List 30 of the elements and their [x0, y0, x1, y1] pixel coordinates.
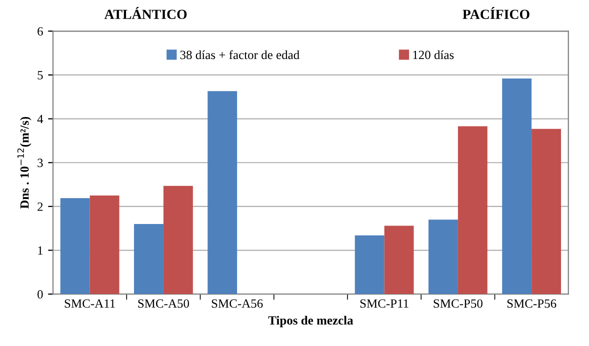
x-tick-label: SMC-P56	[507, 299, 556, 308]
y-tick-label: 5	[38, 71, 43, 80]
bar	[60, 198, 90, 294]
bar	[354, 235, 384, 294]
bar	[90, 195, 120, 294]
bar	[163, 186, 193, 294]
text: PACÍFICO	[462, 7, 530, 20]
legend-label: 120 días	[413, 50, 454, 60]
x-tick-label: SMC-P11	[360, 299, 408, 308]
bar	[208, 91, 238, 294]
y-tick-label: 2	[38, 202, 43, 211]
x-tick-label: SMC-A11	[64, 299, 115, 308]
bar	[458, 126, 488, 294]
y-axis-title: Dns . 10$^{−12}$(m²/s)	[17, 116, 32, 209]
y-tick-label: 6	[38, 27, 43, 36]
y-tick-label: 3	[38, 158, 43, 168]
legend-label: 38 días + factor de edad	[180, 50, 300, 60]
bar	[134, 224, 164, 294]
text: ATLÁNTICO	[104, 7, 187, 20]
bar	[428, 220, 458, 294]
y-tick-label: 1	[38, 246, 43, 255]
x-axis-title: Tipos de mezcla	[268, 316, 354, 328]
x-tick-label: SMC-A50	[138, 299, 190, 308]
y-tick-label: 4	[37, 114, 44, 124]
y-tick-label: 0	[38, 290, 43, 299]
x-tick-label: SMC-A56	[212, 299, 263, 308]
x-tick-label: SMC-P50	[434, 299, 482, 308]
bar	[502, 78, 532, 294]
bar	[384, 226, 414, 294]
bar	[532, 128, 562, 294]
